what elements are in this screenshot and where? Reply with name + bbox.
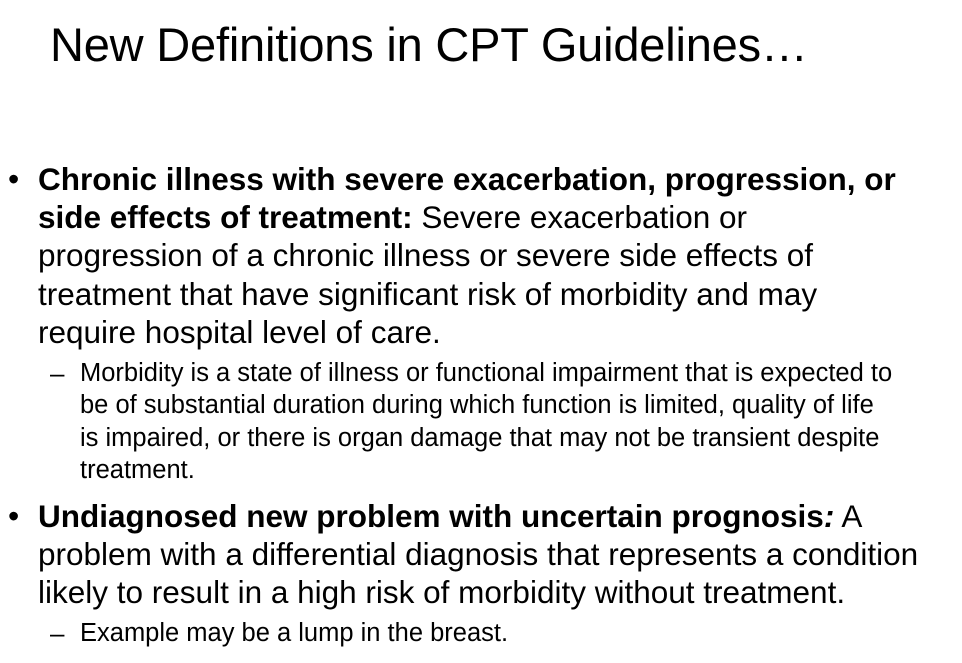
sub-bullet-line1: Morbidity is a state of illness or funct… bbox=[80, 359, 893, 388]
bullet-lead-line1: Chronic illness with severe exacerbation… bbox=[38, 161, 896, 197]
sub-bullet-item-morbidity: – Morbidity is a state of illness or fun… bbox=[0, 357, 962, 487]
slide-body: • Chronic illness with severe exacerbati… bbox=[0, 160, 962, 650]
page-title: New Definitions in CPT Guidelines… bbox=[50, 18, 808, 71]
sub-bullet-line2: be of substantial duration during which … bbox=[80, 391, 874, 420]
bullet-item-undiagnosed-problem: • Undiagnosed new problem with uncertain… bbox=[0, 497, 962, 612]
bullet-body-line5: require hospital level of care. bbox=[38, 313, 441, 350]
sub-bullet-marker-icon: – bbox=[50, 618, 65, 649]
sub-bullet-marker-icon: – bbox=[50, 358, 65, 389]
bullet-body-line3: progression of a chronic illness or seve… bbox=[38, 237, 814, 274]
sub-bullet-text-morbidity: Morbidity is a state of illness or funct… bbox=[80, 357, 942, 487]
bullet2-body-line3: likely to result in a high risk of morbi… bbox=[38, 574, 846, 611]
sub-bullet2-line1: Example may be a lump in the breast. bbox=[80, 619, 509, 648]
bullet-marker-icon: • bbox=[8, 161, 20, 197]
sub-bullet-text-example: Example may be a lump in the breast. bbox=[80, 617, 942, 649]
bullet-lead-line2: side effects of treatment: bbox=[38, 199, 413, 236]
sub-bullet-line4: treatment. bbox=[80, 456, 195, 485]
bullet-text-undiagnosed-problem: Undiagnosed new problem with uncertain p… bbox=[38, 497, 944, 612]
bullet-body-line4: treatment that have significant risk of … bbox=[38, 275, 818, 312]
bullet-item-chronic-illness: • Chronic illness with severe exacerbati… bbox=[0, 160, 962, 351]
bullet2-body-line1-rest: A bbox=[834, 497, 863, 534]
bullet2-lead-colon: : bbox=[823, 497, 835, 534]
spacer bbox=[0, 487, 962, 497]
bullet-marker-icon: • bbox=[8, 497, 20, 534]
sub-bullet-line3: is impaired, or there is organ damage th… bbox=[80, 423, 880, 452]
bullet2-lead: Undiagnosed new problem with uncertain p… bbox=[38, 497, 824, 534]
bullet2-body-line2: problem with a differential diagnosis th… bbox=[38, 535, 919, 572]
sub-bullet-item-example: – Example may be a lump in the breast. bbox=[0, 617, 962, 649]
bullet-body-line2-rest: Severe exacerbation or bbox=[412, 199, 748, 236]
bullet-text-chronic-illness: Chronic illness with severe exacerbation… bbox=[38, 160, 944, 351]
